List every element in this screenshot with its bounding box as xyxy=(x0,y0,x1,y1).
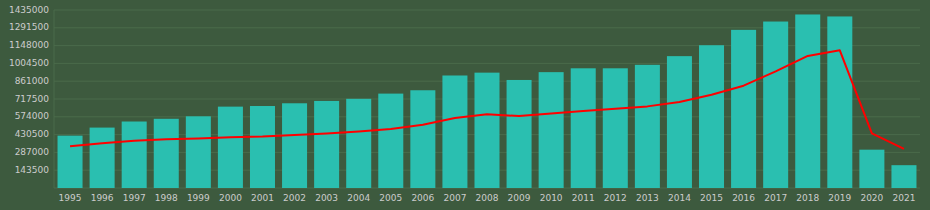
bar xyxy=(346,99,371,188)
x-tick-label: 2006 xyxy=(411,193,434,203)
y-tick-label: 430500 xyxy=(15,129,50,139)
x-tick-label: 2018 xyxy=(796,193,819,203)
y-tick-label: 1004500 xyxy=(9,58,49,68)
x-tick-label: 2020 xyxy=(860,193,883,203)
x-tick-labels: 1995 1996 1997 1998 1999 2000 2001 2002 2003 2004… xyxy=(59,193,916,203)
background xyxy=(0,0,930,210)
bar xyxy=(699,45,724,188)
x-tick-label: 2001 xyxy=(251,193,274,203)
grid-line xyxy=(54,10,920,11)
x-tick-label: 2019 xyxy=(828,193,851,203)
x-tick-label: 2012 xyxy=(604,193,627,203)
x-tick-label: 2010 xyxy=(540,193,563,203)
x-tick-label: 1996 xyxy=(91,193,114,203)
y-tick-label: 1435000 xyxy=(9,5,49,15)
bar xyxy=(667,56,692,188)
bar xyxy=(250,106,275,188)
bar xyxy=(571,68,596,188)
bar xyxy=(122,122,147,188)
bar xyxy=(731,30,756,188)
x-tick-label: 2021 xyxy=(893,193,916,203)
bar xyxy=(58,136,83,188)
bar xyxy=(314,101,339,188)
x-tick-label: 2015 xyxy=(700,193,723,203)
x-tick-label: 2002 xyxy=(283,193,306,203)
chart: 143500 287000 430500 574000 717500 861000 1004… xyxy=(0,0,930,210)
x-tick-label: 2017 xyxy=(764,193,787,203)
grid-line xyxy=(54,27,920,28)
y-tick-label: 1291500 xyxy=(9,22,49,32)
bar xyxy=(635,65,660,188)
x-tick-label: 1997 xyxy=(123,193,146,203)
x-tick-label: 1995 xyxy=(59,193,82,203)
bar xyxy=(859,150,884,188)
bar xyxy=(218,107,243,188)
bar xyxy=(378,94,403,188)
bar xyxy=(186,116,211,188)
x-tick-label: 2016 xyxy=(732,193,755,203)
bar xyxy=(154,119,179,188)
y-tick-label: 717500 xyxy=(15,94,50,104)
bar xyxy=(474,73,499,188)
bar xyxy=(891,165,916,188)
x-tick-label: 2013 xyxy=(636,193,659,203)
x-tick-label: 2003 xyxy=(315,193,338,203)
y-tick-labels: 143500 287000 430500 574000 717500 861000 1004… xyxy=(9,5,49,175)
bar xyxy=(603,68,628,188)
y-tick-label: 143500 xyxy=(15,165,50,175)
bar xyxy=(442,75,467,188)
trend-line xyxy=(70,50,904,149)
x-tick-label: 2000 xyxy=(219,193,242,203)
bar xyxy=(539,72,564,188)
x-tick-label: 2009 xyxy=(508,193,531,203)
y-tick-label: 287000 xyxy=(15,147,50,157)
x-tick-label: 2005 xyxy=(379,193,402,203)
chart-container: 143500 287000 430500 574000 717500 861000 1004… xyxy=(0,0,930,210)
bar xyxy=(282,103,307,188)
plot-area xyxy=(58,14,917,188)
x-tick-label: 1999 xyxy=(187,193,210,203)
y-tick-label: 574000 xyxy=(15,111,50,121)
y-axis-line xyxy=(54,10,55,188)
x-tick-label: 2004 xyxy=(347,193,370,203)
bar xyxy=(410,90,435,188)
x-tick-label: 2011 xyxy=(572,193,595,203)
x-tick-label: 2014 xyxy=(668,193,691,203)
x-tick-label: 1998 xyxy=(155,193,178,203)
x-tick-label: 2008 xyxy=(476,193,499,203)
x-tick-label: 2007 xyxy=(443,193,466,203)
bar xyxy=(90,128,115,188)
y-tick-label: 1148000 xyxy=(9,40,49,50)
grid-line xyxy=(54,45,920,46)
bar xyxy=(795,14,820,188)
bar xyxy=(507,80,532,188)
bar xyxy=(827,16,852,188)
bar xyxy=(763,22,788,188)
y-tick-label: 861000 xyxy=(15,76,50,86)
